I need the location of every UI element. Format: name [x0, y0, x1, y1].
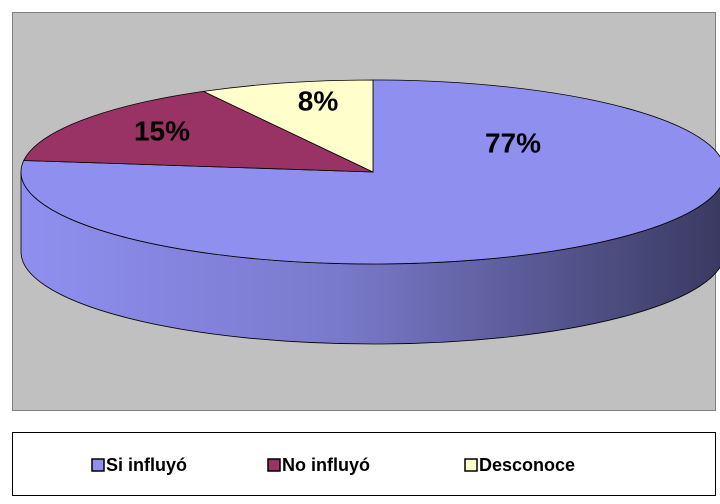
legend-swatch: [464, 458, 478, 472]
legend-label: Desconoce: [479, 455, 575, 475]
data-label: 8%: [298, 85, 339, 116]
legend-box: [12, 432, 716, 496]
legend-label: Si influyó: [106, 455, 187, 475]
pie-slice: [23, 90, 374, 173]
legend: Si influyó No influyó Desconoce: [91, 455, 575, 475]
legend-swatch: [91, 458, 105, 472]
data-label: 15%: [134, 115, 190, 146]
legend-swatch: [267, 458, 281, 472]
data-labels: 77% 15% 8%: [134, 85, 541, 158]
data-label: 77%: [485, 127, 541, 158]
pie-side-shade: [21, 172, 720, 344]
legend-label: No influyó: [282, 455, 370, 475]
pie-slice: [202, 79, 374, 173]
pie-tops: [20, 79, 720, 265]
